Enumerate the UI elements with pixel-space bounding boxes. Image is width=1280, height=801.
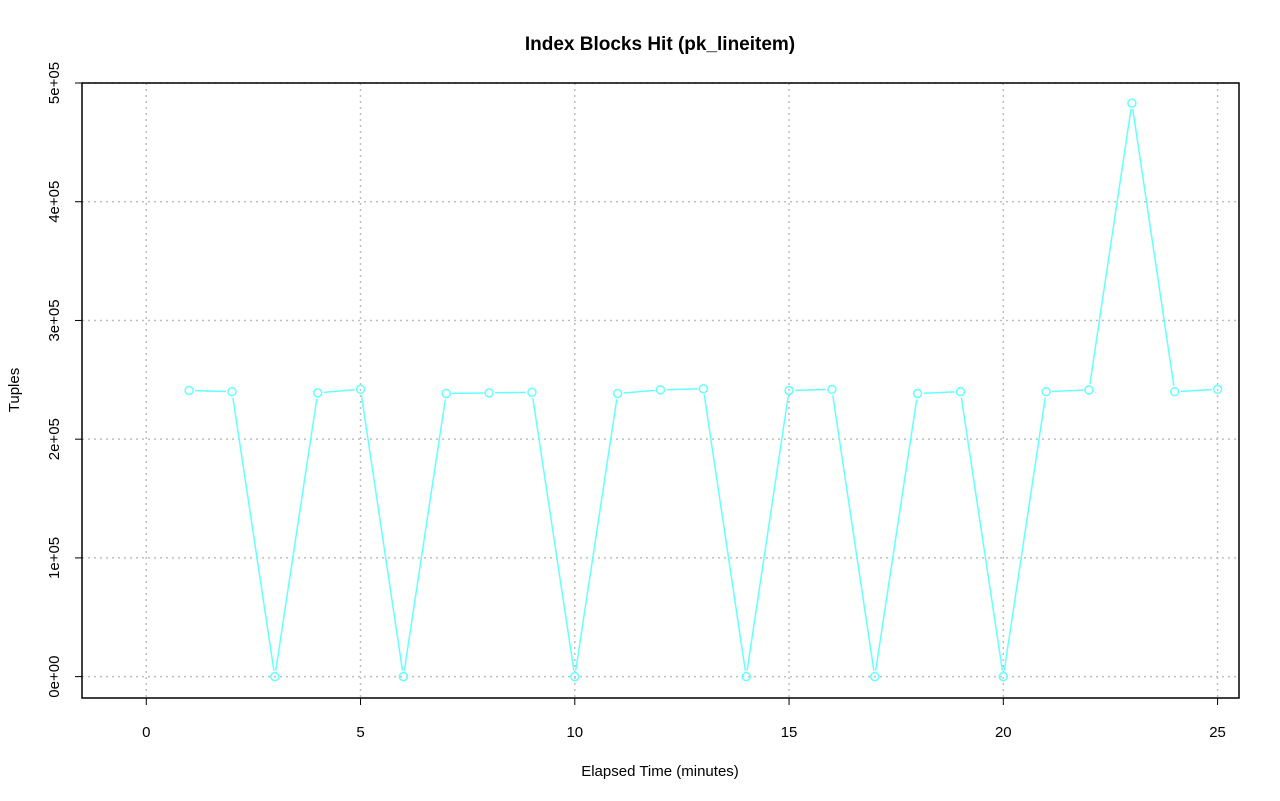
data-point [955,386,966,397]
x-tick-label: 15 [781,724,798,741]
data-point [870,671,880,682]
series-line-segment [323,389,355,394]
data-point [998,671,1009,682]
y-tick-label: 4e+05 [46,181,63,223]
series-line-segment [795,388,826,392]
data-point [912,388,923,399]
y-tick-label: 5e+05 [46,62,63,104]
y-axis: 0e+00 1e+05 2e+05 3e+05 4e+05 5e+05 [46,62,82,698]
data-point [698,383,709,394]
y-axis-label: Tuples [6,368,23,412]
series-line-segment [666,388,698,391]
series-line-segment [1089,109,1132,385]
series-line-segment [703,394,747,671]
chart-title: Index Blocks Hit (pk_lineitem) [525,34,795,55]
data-point [570,671,580,682]
x-tick-label: 25 [1209,724,1226,741]
series-line-segment [195,389,227,393]
x-tick-label: 20 [995,724,1012,741]
x-tick-label: 10 [566,724,583,741]
data-point [1212,384,1223,395]
data-point [827,384,837,395]
series-line-segment [403,399,447,671]
data-point [1084,385,1094,395]
x-tick-label: 5 [356,724,364,741]
x-tick-label: 0 [142,724,150,741]
series-line-segment [874,399,918,671]
y-tick-label: 3e+05 [46,299,63,341]
x-axis-label: Elapsed Time (minutes) [581,763,739,780]
data-point [227,386,237,397]
series-line-segment [360,395,404,671]
data-point [612,388,623,399]
data-point [184,385,194,396]
y-tick-label: 2e+05 [46,418,63,460]
series-line-segment [960,397,1004,671]
data-point [398,671,409,682]
series-line-segment [232,397,275,671]
x-axis: 0 5 10 15 20 25 [142,698,1226,741]
series-line-segment [1003,397,1047,671]
data-point [1169,386,1180,397]
data-point [784,385,794,396]
data-point [484,388,494,398]
series-line-segment [532,398,575,671]
series-line-segment [623,389,655,394]
series-line-segment [274,398,318,671]
series-line-segment [1052,389,1084,393]
data-point [270,671,280,682]
series-line-segment [923,391,955,394]
data-point [1127,98,1137,108]
data-point [312,388,323,398]
series-layer [184,98,1223,682]
data-point [655,385,666,395]
y-tick-label: 0e+00 [46,656,63,698]
plot-frame [81,82,1240,699]
data-point [527,387,537,398]
series-line-segment [832,395,875,671]
series-line-segment [1180,388,1212,393]
series-line-segment [1132,109,1175,386]
series-line-segment [574,399,618,671]
data-point [355,384,366,395]
data-point [741,671,751,682]
y-tick-label: 1e+05 [46,537,63,579]
data-point [1041,386,1051,397]
series-line-segment [746,396,789,671]
data-point [441,388,451,399]
